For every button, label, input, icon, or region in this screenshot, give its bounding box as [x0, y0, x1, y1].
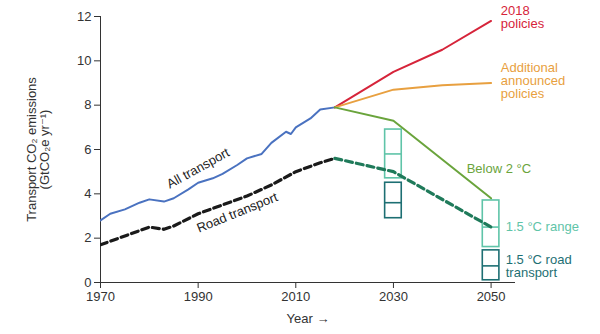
- svg-text:Additionalannouncedpolicies: Additionalannouncedpolicies: [501, 60, 565, 101]
- svg-text:1970: 1970: [86, 289, 115, 304]
- svg-text:0: 0: [84, 275, 91, 290]
- svg-text:6: 6: [84, 142, 91, 157]
- svg-text:Transport CO₂ emissions(GtCO₂e: Transport CO₂ emissions(GtCO₂e yr⁻¹): [24, 77, 52, 222]
- svg-text:2: 2: [84, 230, 91, 245]
- svg-text:Road transport: Road transport: [194, 189, 280, 235]
- svg-text:2018policies: 2018policies: [501, 3, 545, 31]
- svg-text:2050: 2050: [477, 289, 506, 304]
- svg-text:10: 10: [77, 53, 91, 68]
- svg-text:Year →: Year →: [287, 311, 330, 326]
- svg-text:Below 2 °C: Below 2 °C: [467, 161, 531, 176]
- svg-text:1.5 °C roadtransport: 1.5 °C roadtransport: [506, 252, 572, 280]
- svg-text:4: 4: [84, 186, 91, 201]
- svg-text:All transport: All transport: [164, 144, 232, 191]
- svg-text:2010: 2010: [281, 289, 310, 304]
- svg-text:12: 12: [77, 9, 91, 24]
- svg-text:2030: 2030: [379, 289, 408, 304]
- svg-text:1990: 1990: [184, 289, 213, 304]
- svg-text:8: 8: [84, 97, 91, 112]
- svg-text:1.5 °C range: 1.5 °C range: [506, 219, 579, 234]
